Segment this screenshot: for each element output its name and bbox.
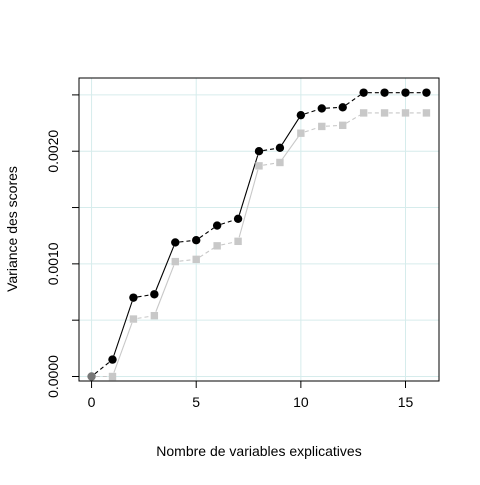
data-point [233,214,243,223]
y-tick-label: 0.0020 [45,130,61,173]
x-tick-label: 5 [192,394,200,410]
data-point [317,104,326,113]
series-segment [137,294,151,298]
series-segment [346,114,361,124]
series-segment [179,240,193,243]
data-point [422,88,431,97]
data-point [276,158,284,167]
series-segment [263,147,276,152]
data-point [213,242,221,250]
data-point [401,109,410,117]
series-1 [87,88,431,381]
series-segment [238,169,259,238]
y-tick-label: 0.0010 [45,242,61,285]
data-point [275,143,285,153]
data-point [150,290,159,299]
series-segment [199,247,214,258]
data-point [129,293,138,302]
series-segment [325,124,339,127]
data-point [297,129,305,137]
series-segment [179,259,193,262]
data-point [338,103,347,112]
data-point [192,236,201,245]
data-point [422,109,431,117]
data-point [296,110,306,120]
data-point [359,109,368,117]
data-point [401,88,410,97]
series-segment [281,136,299,160]
data-point [171,238,180,247]
x-tick-label: 15 [398,394,414,410]
data-point [254,147,264,156]
data-point [318,122,326,131]
data-point [380,109,389,117]
series-segment [113,322,133,373]
x-axis-label: Nombre de variables explicatives [156,443,361,459]
data-point [380,88,389,97]
series-segment [263,162,276,166]
data-point [108,372,117,381]
series-segment [221,241,235,246]
data-point [108,355,117,364]
series-segment [113,301,133,356]
data-point [171,257,179,266]
data-point [129,315,138,323]
series-segment [304,109,318,115]
data-point [234,237,242,246]
x-tick-label: 10 [293,394,309,410]
plot-frame [78,77,440,382]
data-point [150,311,159,320]
series-segment [199,227,215,239]
data-point [212,221,222,230]
data-point [359,88,368,97]
data-point [87,372,96,381]
series-segment [137,315,151,319]
series-segment [304,127,318,133]
series-segment [345,94,361,106]
series-segment [220,219,235,225]
data-point [339,121,347,130]
y-tick-label: 0.0000 [45,355,61,398]
x-tick-label: 0 [88,394,96,410]
grid-lines [79,78,439,381]
series-segment [94,361,110,375]
series-2 [95,109,431,381]
series-segment [238,155,259,215]
data-point [192,255,200,264]
data-point [255,162,263,170]
axes: 0 5 10 15 0.0000 0.0010 0.0020 [45,94,414,410]
series-segment [281,118,300,145]
series-segment [155,265,175,312]
series-layer [87,88,431,381]
series-segment [325,106,339,109]
y-axis-label: Variance des scores [4,166,20,292]
series-segment [155,246,175,291]
